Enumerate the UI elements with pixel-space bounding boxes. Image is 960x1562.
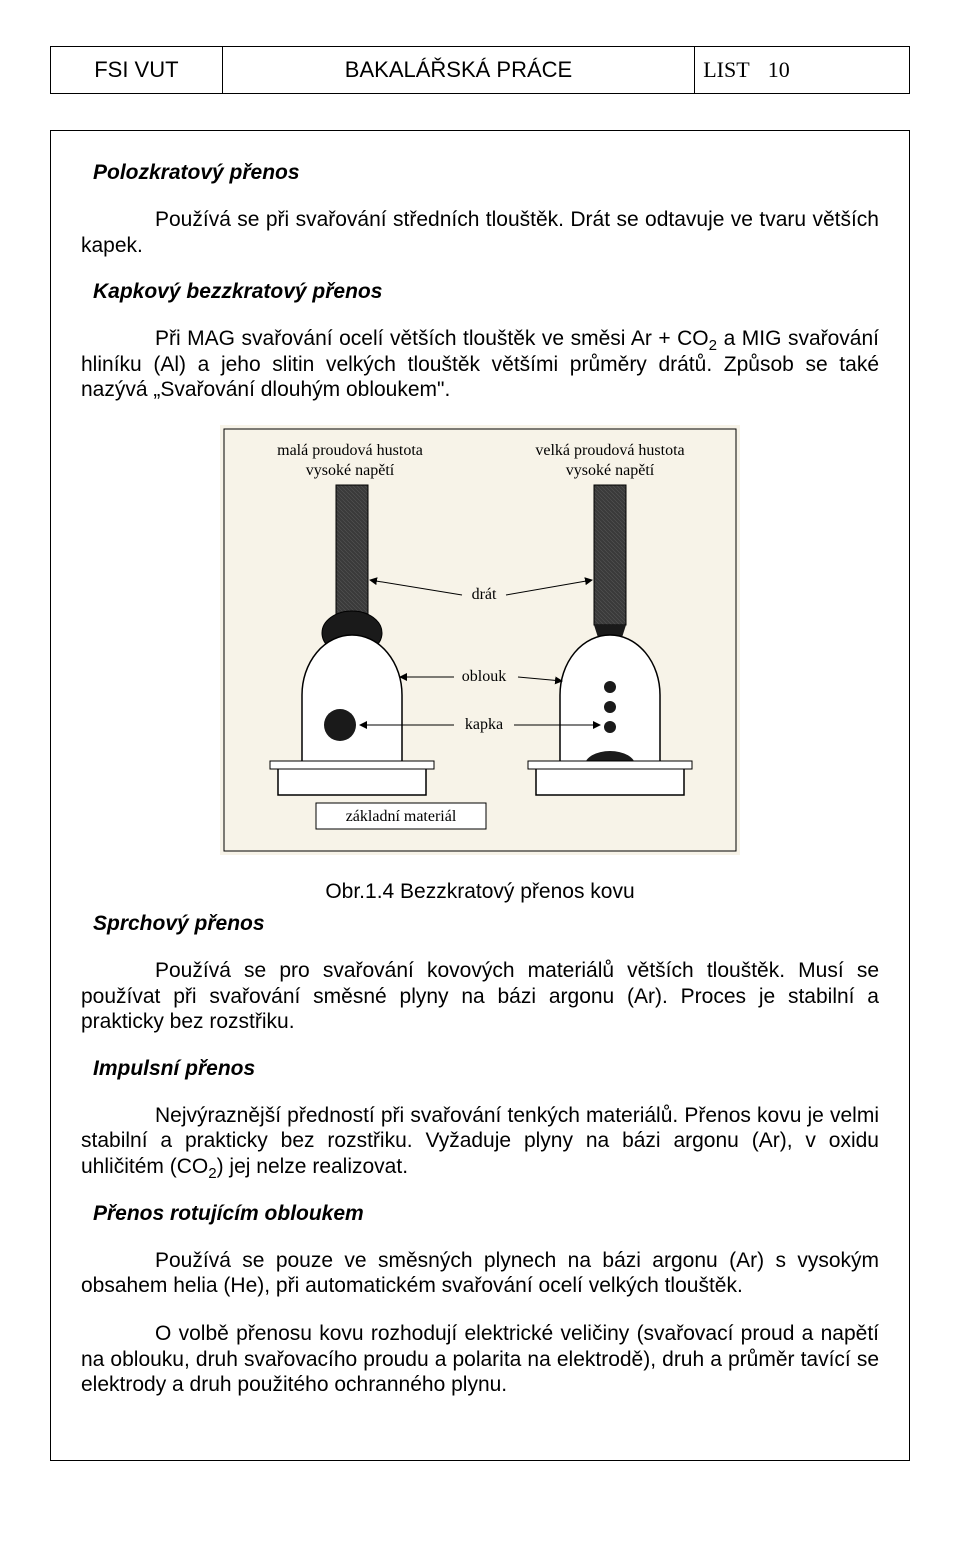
arc-right	[560, 635, 660, 765]
page: FSI VUT BAKALÁŘSKÁ PRÁCE LIST10 Polozkra…	[0, 0, 960, 1521]
figure-wrap: malá proudová hustota vysoké napětí velk…	[81, 425, 879, 860]
header-left: FSI VUT	[51, 47, 223, 94]
header-right: LIST10	[695, 47, 910, 94]
drop-r2	[604, 701, 616, 713]
fig-label-oblouk: oblouk	[462, 668, 506, 685]
heading-polozkratovy: Polozkratový přenos	[81, 161, 879, 185]
kapka-left	[324, 709, 356, 741]
figure-svg: malá proudová hustota vysoké napětí velk…	[220, 425, 740, 855]
electrode-left	[336, 485, 368, 625]
electrode-right	[594, 485, 626, 625]
fig-label-material: základní materiál	[346, 808, 457, 825]
para-kapkovy-pre: Při MAG svařování ocelí větších tlouštěk…	[155, 327, 709, 350]
header-table: FSI VUT BAKALÁŘSKÁ PRÁCE LIST10	[50, 46, 910, 94]
workpiece-top-right	[528, 761, 692, 769]
para-impulsni-pre: Nejvýraznější předností při svařování te…	[81, 1104, 879, 1178]
fig-label-left-top2: vysoké napětí	[306, 462, 395, 479]
para-rotujicim-1-text: Používá se pouze ve směsných plynech na …	[81, 1249, 879, 1298]
fig-label-left-top1: malá proudová hustota	[277, 442, 423, 459]
fig-label-kapka: kapka	[465, 716, 503, 733]
arc-left	[302, 635, 402, 765]
para-polozkratovy-text: Používá se při svařování středních tlouš…	[81, 208, 879, 257]
content-frame: Polozkratový přenos Používá se při svařo…	[50, 130, 910, 1461]
figure-caption: Obr.1.4 Bezzkratový přenos kovu	[81, 880, 879, 904]
fig-label-right-top1: velká proudová hustota	[535, 442, 684, 459]
heading-kapkovy: Kapkový bezzkratový přenos	[81, 280, 879, 304]
para-impulsni-sub: 2	[208, 1165, 216, 1182]
para-sprchovy: Používá se pro svařování kovových materi…	[81, 958, 879, 1035]
header-right-label: LIST	[703, 57, 749, 82]
header-right-num: 10	[750, 57, 790, 82]
drop-r3	[604, 721, 616, 733]
drop-r1	[604, 681, 616, 693]
para-kapkovy: Při MAG svařování ocelí větších tlouštěk…	[81, 326, 879, 403]
para-rotujicim-2-text: O volbě přenosu kovu rozhodují elektrick…	[81, 1322, 879, 1396]
fig-label-right-top2: vysoké napětí	[566, 462, 655, 479]
heading-sprchovy: Sprchový přenos	[81, 912, 879, 936]
para-impulsni-post: ) jej nelze realizovat.	[217, 1155, 408, 1178]
para-rotujicim-2: O volbě přenosu kovu rozhodují elektrick…	[81, 1321, 879, 1398]
para-impulsni: Nejvýraznější předností při svařování te…	[81, 1103, 879, 1180]
heading-impulsni: Impulsní přenos	[81, 1057, 879, 1081]
heading-rotujicim: Přenos rotujícím obloukem	[81, 1202, 879, 1226]
header-middle: BAKALÁŘSKÁ PRÁCE	[222, 47, 694, 94]
para-rotujicim-1: Používá se pouze ve směsných plynech na …	[81, 1248, 879, 1299]
para-polozkratovy: Používá se při svařování středních tlouš…	[81, 207, 879, 258]
fig-label-drat: drát	[472, 586, 497, 603]
para-sprchovy-text: Používá se pro svařování kovových materi…	[81, 959, 879, 1033]
workpiece-top-left	[270, 761, 434, 769]
